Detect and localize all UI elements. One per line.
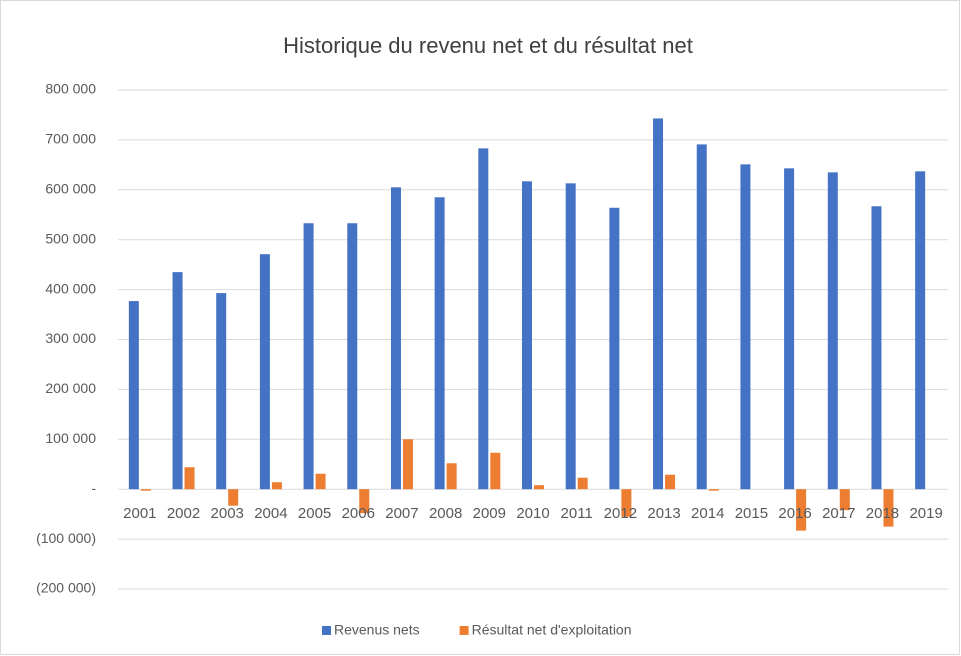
bar — [665, 474, 676, 490]
x-tick-label: 2009 — [473, 505, 506, 522]
y-tick-label: 500 000 — [45, 230, 96, 246]
bar — [128, 301, 139, 490]
x-tick-label: 2007 — [385, 505, 418, 522]
x-tick-label: 2011 — [561, 505, 593, 522]
bar — [478, 148, 489, 490]
x-tick-label: 2010 — [516, 505, 549, 522]
y-tick-label: (200 000) — [36, 580, 96, 596]
bar — [577, 477, 588, 490]
bar — [303, 223, 314, 490]
bar — [708, 489, 719, 491]
bar — [839, 489, 850, 511]
x-tick-label: 2005 — [298, 505, 331, 522]
bar — [883, 489, 894, 527]
bar — [740, 164, 751, 490]
chart-title: Historique du revenu net et du résultat … — [283, 33, 693, 58]
legend-label: Résultat net d'exploitation — [472, 622, 632, 638]
legend-swatch — [322, 626, 331, 635]
y-tick-label: 700 000 — [45, 131, 96, 147]
x-tick-label: 2014 — [691, 505, 724, 522]
y-tick-label: 600 000 — [45, 181, 96, 197]
bar — [390, 187, 401, 490]
bar — [827, 172, 838, 490]
x-tick-label: 2012 — [604, 505, 637, 522]
bar — [609, 207, 620, 490]
bar — [216, 293, 227, 490]
x-tick-label: 2002 — [167, 505, 200, 522]
x-tick-label: 2019 — [909, 505, 942, 522]
bar — [359, 489, 370, 514]
bar — [784, 168, 795, 490]
bar — [565, 183, 576, 490]
bar — [184, 467, 195, 490]
y-tick-label: (100 000) — [36, 530, 96, 546]
x-tick-label: 2016 — [778, 505, 811, 522]
x-tick-label: 2004 — [254, 505, 287, 522]
bar — [796, 489, 807, 531]
legend-swatch — [459, 626, 469, 635]
y-tick-label: - — [91, 480, 96, 496]
bar — [315, 473, 326, 490]
bar — [915, 171, 926, 490]
bar — [621, 489, 632, 517]
bar — [522, 181, 532, 490]
x-tick-label: 2003 — [211, 505, 244, 522]
bar — [696, 144, 707, 490]
y-tick-label: 200 000 — [45, 380, 96, 396]
bar — [140, 489, 151, 491]
bar — [490, 452, 501, 490]
bar — [172, 272, 183, 490]
y-tick-label: 800 000 — [45, 81, 96, 97]
bar — [534, 485, 544, 490]
x-tick-label: 2001 — [123, 505, 156, 522]
bar — [259, 254, 270, 490]
bar — [271, 482, 282, 490]
bar — [347, 223, 358, 490]
y-tick-label: 400 000 — [45, 280, 96, 296]
bar — [653, 118, 664, 490]
bar — [446, 463, 457, 490]
x-tick-label: 2018 — [866, 505, 899, 522]
x-tick-label: 2008 — [429, 505, 462, 522]
bar — [402, 439, 413, 490]
x-tick-label: 2017 — [822, 505, 855, 522]
y-tick-label: 100 000 — [45, 430, 96, 446]
x-tick-label: 2015 — [735, 505, 768, 522]
y-tick-label: 300 000 — [45, 330, 96, 346]
x-tick-label: 2013 — [647, 505, 680, 522]
bar — [871, 206, 882, 490]
x-tick-label: 2006 — [342, 505, 375, 522]
legend-label: Revenus nets — [334, 622, 420, 638]
bar — [228, 489, 239, 506]
bar — [434, 197, 445, 490]
